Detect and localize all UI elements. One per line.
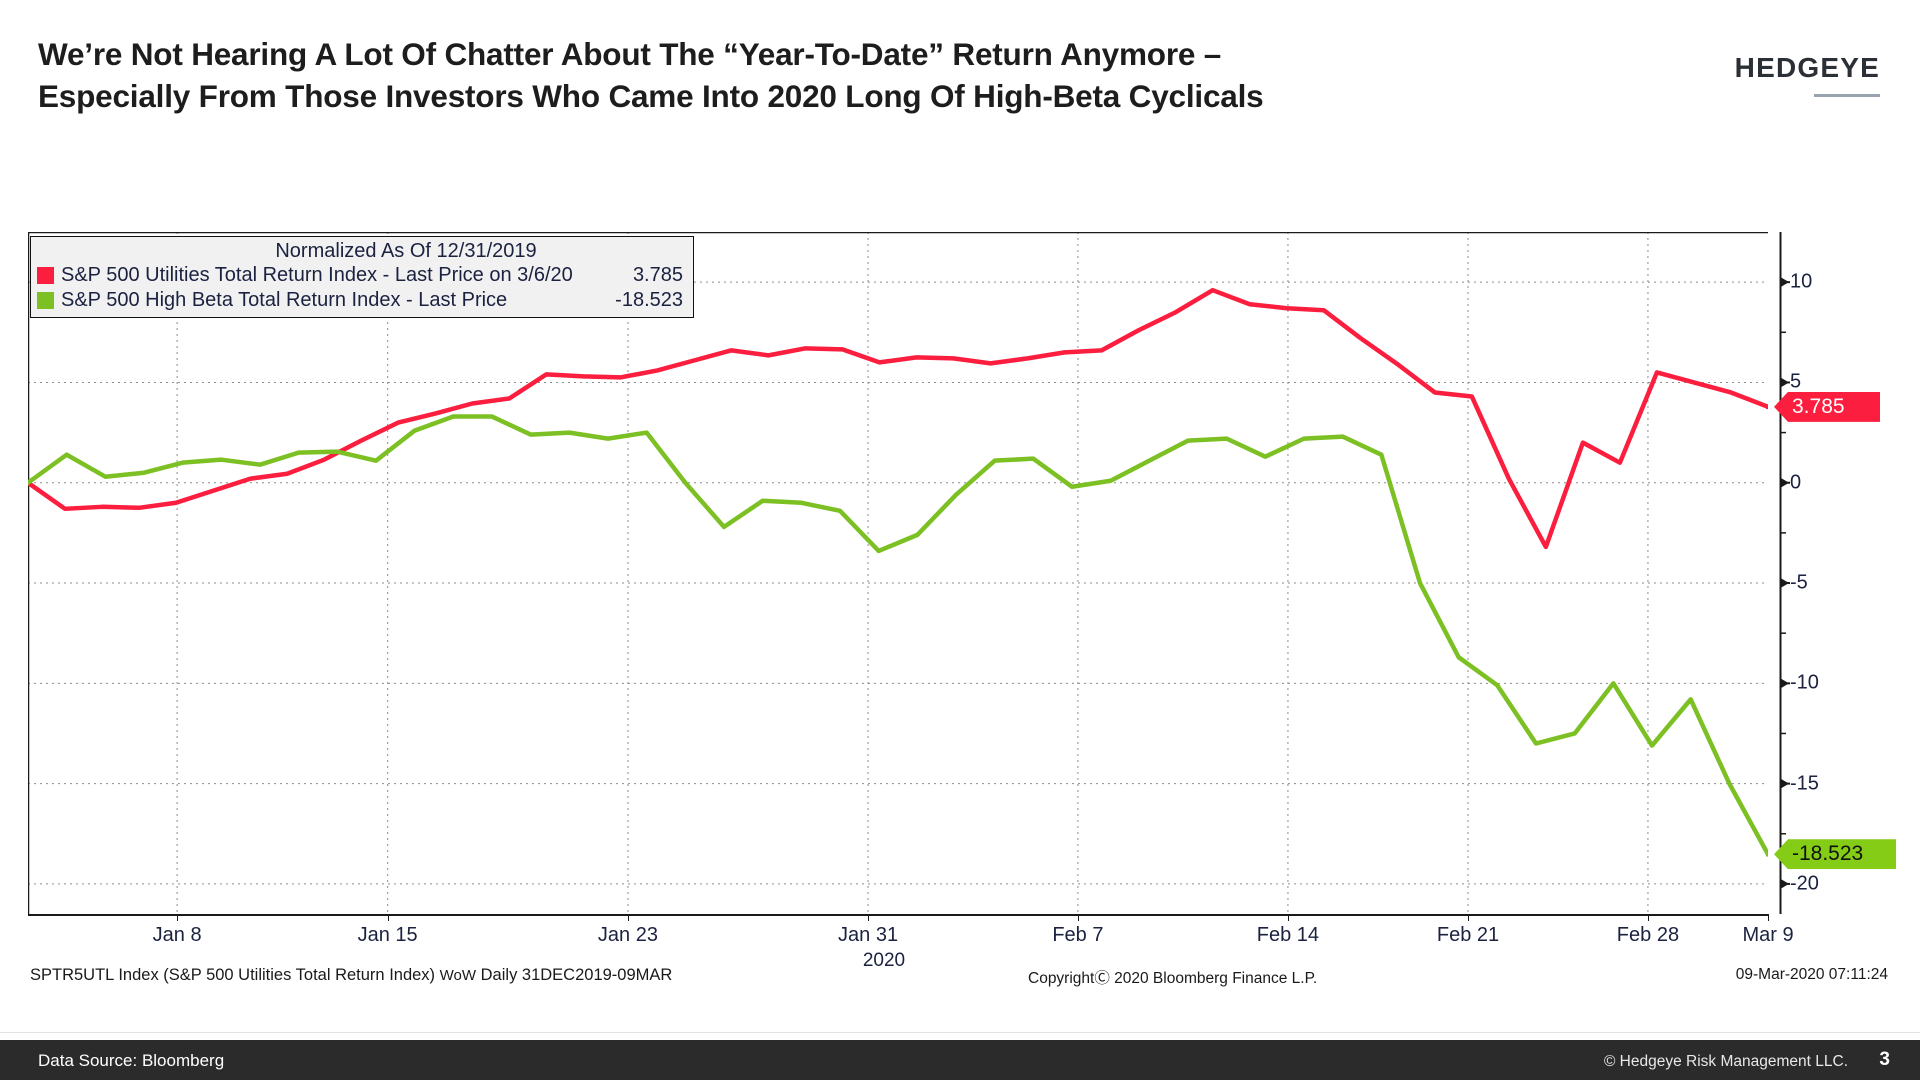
y-axis-tick-label: -15 [1790,772,1819,795]
x-axis-tick [868,914,870,921]
bloomberg-ticker: SPTR5UTL Index (S&P 500 Utilities Total … [30,966,436,984]
x-axis-tick [1647,914,1649,921]
chart-legend: Normalized As Of 12/31/2019 S&P 500 Util… [30,236,694,318]
footer-copyright: © Hedgeye Risk Management LLC. [1603,1053,1848,1070]
chart-svg [28,232,1768,914]
bloomberg-period: Daily 31DEC2019-09MAR [480,966,673,984]
x-axis-tick [387,914,389,921]
bloomberg-ticker-line: SPTR5UTL Index (S&P 500 Utilities Total … [30,966,672,985]
x-axis-title: 2020 [862,950,906,971]
x-axis-tick [1768,914,1769,921]
legend-title: Normalized As Of 12/31/2019 [275,240,537,262]
legend-label-highbeta: S&P 500 High Beta Total Return Index - L… [61,289,508,311]
legend-value-utilities: 3.785 [632,264,683,286]
bloomberg-timestamp: 09-Mar-2020 07:11:24 [1735,966,1888,983]
x-axis-tick-label: Feb 28 [1616,924,1680,946]
legend-swatch-highbeta [37,292,54,309]
footer-data-source: Data Source: Bloomberg [38,1051,225,1070]
y-axis-tick-label: -10 [1790,671,1819,694]
bloomberg-copyright: CopyrightⒸ 2020 Bloomberg Finance L.P. [1028,970,1318,987]
legend-row-highbeta: S&P 500 High Beta Total Return Index - L… [31,288,693,313]
x-axis-tick-label: Jan 15 [357,924,418,946]
footer-page-number: 3 [1879,1049,1890,1070]
last-price-flag-utilities: 3.785 [1774,391,1880,422]
x-axis-tick [1468,914,1470,921]
footer-divider [0,1032,1920,1033]
brand-underline [1814,94,1880,97]
y-axis-tick-label: 0 [1790,471,1802,494]
x-axis-tick-label: Jan 31 [838,924,899,946]
brand-logo: HEDGEYE [1735,52,1880,97]
x-axis: Jan 8 Jan 15 Jan 23 Jan 31 Feb 7 Feb 14 Feb 21… [28,914,1794,954]
y-axis-tick-label: -20 [1790,872,1819,895]
x-axis-tick-label: Feb 14 [1256,924,1320,946]
page-title-line-1: We’re Not Hearing A Lot Of Chatter About… [38,36,1222,72]
page-title-line-2: Especially From Those Investors Who Came… [38,77,1264,114]
y-axis-tick-label: -5 [1790,571,1808,594]
legend-row-utilities: S&P 500 Utilities Total Return Index - L… [31,263,693,288]
x-axis-tick-label: Jan 8 [152,924,202,946]
chart: 10 5 0 -5 -10 -15 -20 3.785 -18.523 [28,232,1896,914]
x-axis-tick-label: Feb 7 [1052,924,1104,946]
x-axis-tick-label: Mar 9 [1742,924,1794,946]
y-axis-tick-label: 5 [1790,370,1802,393]
y-axis-tick-label: 10 [1790,270,1813,293]
x-axis-tick [1287,914,1289,921]
x-axis-tick [627,914,629,921]
x-axis-tick-label: Jan 23 [597,924,658,946]
last-price-flag-highbeta: -18.523 [1774,839,1896,870]
bloomberg-wow: WoW [439,967,477,984]
x-axis-line [28,914,1768,916]
footer-bar: Data Source: Bloomberg © Hedgeye Risk Ma… [0,1040,1920,1080]
legend-value-highbeta: -18.523 [615,289,683,311]
x-axis-tick [1077,914,1079,921]
page-title: We’re Not Hearing A Lot Of Chatter About… [38,34,1648,117]
chart-plot-area [28,232,1768,914]
brand-wordmark: HEDGEYE [1734,52,1880,83]
y-axis: 10 5 0 -5 -10 -15 -20 3.785 -18.523 [1768,232,1896,914]
legend-label-utilities: S&P 500 Utilities Total Return Index - L… [61,264,573,286]
y-axis-spine [1779,232,1790,914]
x-axis-tick-label: Feb 21 [1436,924,1500,946]
x-axis-tick [177,914,179,921]
bloomberg-footer: SPTR5UTL Index (S&P 500 Utilities Total … [0,966,1920,1000]
legend-swatch-utilities [37,267,54,284]
